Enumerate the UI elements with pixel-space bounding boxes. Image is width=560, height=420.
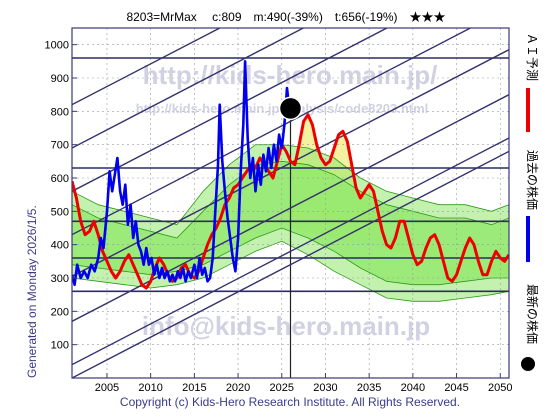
current-price-dot bbox=[278, 96, 303, 121]
legend-label-latest-price: 最新の株価 bbox=[525, 284, 540, 344]
legend: ＡＩ予測 過去の株価 最新の株価 bbox=[521, 33, 540, 371]
y-tick-label: 700 bbox=[51, 140, 69, 152]
y-tick-label: 400 bbox=[51, 240, 69, 252]
copyright: Copyright (c) Kids-Hero Research Institu… bbox=[120, 395, 460, 409]
x-tick-label: 2020 bbox=[226, 382, 250, 394]
y-tick-label: 800 bbox=[51, 106, 69, 118]
grid-lines bbox=[72, 28, 509, 378]
legend-item-latest-price: 最新の株価 bbox=[521, 284, 540, 371]
price-series bbox=[72, 59, 509, 290]
legend-dot-latest-price bbox=[521, 357, 535, 371]
trend-line bbox=[72, 28, 389, 192]
x-tick-label: 2005 bbox=[95, 382, 119, 394]
trend-line bbox=[72, 94, 509, 322]
y-tick-label: 1000 bbox=[45, 40, 69, 52]
x-tick-label: 2025 bbox=[270, 382, 294, 394]
x-tick-label: 2035 bbox=[357, 382, 381, 394]
series-past-price-line bbox=[72, 59, 291, 287]
x-axis-ticks: 2005 2010 2015 2020 2025 2030 2035 2040 2045 2050 bbox=[95, 373, 513, 394]
watermark-url: http://kids-hero.main.jp/ bbox=[143, 60, 438, 90]
generated-label: Generated on Monday 2026/1/5. bbox=[25, 205, 39, 378]
y-tick-label: 600 bbox=[51, 173, 69, 185]
legend-label-past-price: 過去の株価 bbox=[525, 150, 540, 210]
x-tick-label: 2030 bbox=[313, 382, 337, 394]
y-tick-label: 300 bbox=[51, 273, 69, 285]
watermark-email: info@kids-hero.main.jp bbox=[142, 311, 430, 341]
x-tick-label: 2040 bbox=[401, 382, 425, 394]
plot-frame bbox=[71, 27, 510, 379]
trend-line bbox=[72, 28, 305, 149]
y-tick-label: 200 bbox=[51, 306, 69, 318]
current-marker bbox=[278, 96, 303, 121]
legend-label-ai-forecast: ＡＩ予測 bbox=[525, 33, 539, 81]
trend-line bbox=[72, 150, 509, 378]
trend-line bbox=[72, 28, 472, 236]
y-tick-label: 900 bbox=[51, 73, 69, 85]
x-tick-label: 2050 bbox=[488, 382, 512, 394]
y-tick-label: 100 bbox=[51, 340, 69, 352]
trend-line bbox=[72, 28, 222, 106]
x-tick-label: 2045 bbox=[444, 382, 468, 394]
legend-item-ai-forecast: ＡＩ予測 bbox=[525, 33, 539, 132]
trend-line bbox=[72, 137, 509, 366]
series-ai-forecast-line bbox=[72, 113, 509, 290]
legend-item-past-price: 過去の株価 bbox=[525, 150, 540, 262]
chart-title: 8203=MrMax c:809 m:490(-39%) t:656(-19%)… bbox=[126, 10, 445, 24]
x-tick-label: 2015 bbox=[182, 382, 206, 394]
y-tick-label: 500 bbox=[51, 206, 69, 218]
x-tick-label: 2010 bbox=[138, 382, 162, 394]
y-axis-ticks: 100 200 300 400 500 600 700 800 900 1000 bbox=[45, 40, 77, 352]
horizontal-levels bbox=[72, 57, 509, 378]
